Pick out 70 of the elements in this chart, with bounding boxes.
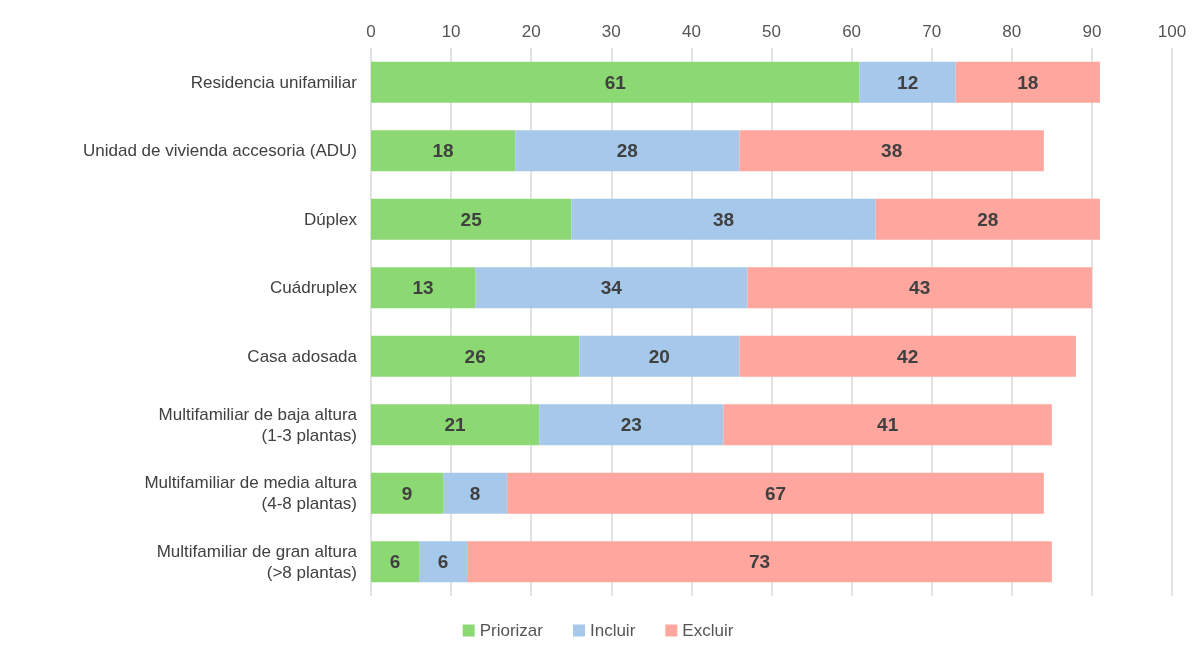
x-tick-label: 40 <box>681 22 701 41</box>
x-tick-label: 10 <box>441 22 461 41</box>
data-label: 23 <box>620 414 642 436</box>
y-tick-label: Dúplex <box>304 209 358 229</box>
x-tick-label: 70 <box>922 22 942 41</box>
data-label: 21 <box>444 414 467 436</box>
data-label: 43 <box>909 277 931 299</box>
data-label: 6 <box>389 551 401 573</box>
bar <box>371 61 860 103</box>
bar <box>371 404 540 446</box>
x-tick-label: 100 <box>1157 22 1187 41</box>
data-label: 41 <box>877 414 899 436</box>
y-tick-label: Multifamiliar de gran altura (>8 plantas) <box>156 541 358 582</box>
data-label: 73 <box>748 551 771 573</box>
legend-label: Excluir <box>682 621 734 640</box>
data-label: 25 <box>460 208 483 230</box>
x-tick-label: 30 <box>601 22 621 41</box>
y-tick-label: Multifamiliar de media altura (4-8 plantas) <box>144 473 358 514</box>
y-tick-label: Residencia unifamiliar <box>190 72 358 92</box>
bar <box>371 267 476 309</box>
bar <box>443 472 508 514</box>
data-label: 34 <box>600 277 623 299</box>
bar <box>875 198 1100 240</box>
bar <box>539 404 724 446</box>
data-label: 18 <box>432 140 454 162</box>
data-label: 38 <box>712 208 735 230</box>
bar <box>515 130 740 172</box>
data-label: 61 <box>604 71 627 93</box>
data-label: 26 <box>464 345 486 367</box>
bar <box>739 130 1044 172</box>
bar <box>475 267 748 309</box>
data-label: 67 <box>764 482 787 504</box>
data-label: 20 <box>648 345 670 367</box>
bar <box>739 335 1076 377</box>
bar <box>371 130 516 172</box>
bar <box>371 472 444 514</box>
bar <box>419 541 468 583</box>
bar <box>723 404 1052 446</box>
data-label: 28 <box>616 140 638 162</box>
x-tick-label: 90 <box>1082 22 1102 41</box>
data-label: 6 <box>437 551 449 573</box>
bar <box>371 541 420 583</box>
legend-label: Incluir <box>589 621 636 640</box>
legend-label: Priorizar <box>479 621 544 640</box>
bar <box>571 198 876 240</box>
data-label: 13 <box>412 277 434 299</box>
bar <box>507 472 1044 514</box>
bar <box>371 335 580 377</box>
bar <box>371 198 572 240</box>
bar <box>467 541 1052 583</box>
data-label: 28 <box>977 208 999 230</box>
y-tick-label: Unidad de vivienda accesoria (ADU) <box>82 141 357 161</box>
x-tick-label: 20 <box>521 22 541 41</box>
y-tick-label: Cuádruplex <box>270 278 358 298</box>
bar <box>955 61 1100 103</box>
bar <box>747 267 1092 309</box>
y-tick-label: Casa adosada <box>247 346 358 366</box>
bar <box>579 335 740 377</box>
bar <box>859 61 956 103</box>
x-tick-label: 0 <box>366 22 376 41</box>
x-tick-label: 50 <box>762 22 781 41</box>
data-label: 12 <box>897 71 919 93</box>
data-label: 8 <box>469 482 481 504</box>
data-label: 42 <box>897 345 919 367</box>
x-tick-label: 60 <box>842 22 862 41</box>
y-tick-label: Multifamiliar de baja altura (1-3 plantas) <box>158 404 358 445</box>
data-label: 9 <box>401 482 413 504</box>
data-label: 18 <box>1017 71 1039 93</box>
x-tick-label: 80 <box>1002 22 1022 41</box>
data-label: 38 <box>881 140 903 162</box>
